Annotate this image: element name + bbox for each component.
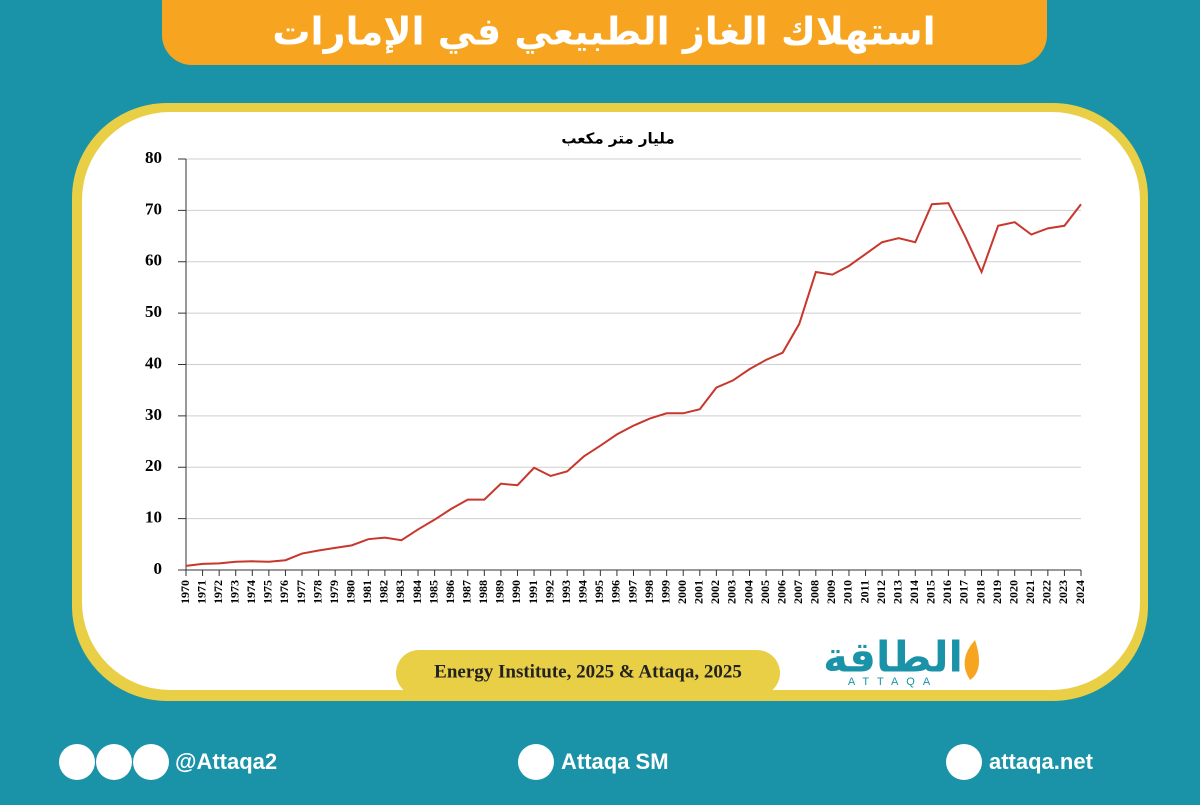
y-tick-label: 80 bbox=[145, 148, 162, 167]
instagram-icon bbox=[96, 744, 132, 780]
x-tick-label: 2004 bbox=[741, 580, 755, 604]
youtube-icon bbox=[518, 744, 554, 780]
x-tick-label: 2011 bbox=[857, 580, 871, 603]
x-tick-label: 2008 bbox=[808, 580, 822, 604]
x-tick-label: 1971 bbox=[194, 580, 208, 604]
x-tick-label: 2015 bbox=[924, 580, 938, 604]
website: attaqa.net bbox=[989, 749, 1094, 774]
facebook-icon bbox=[133, 744, 169, 780]
x-tick-label: 2018 bbox=[973, 580, 987, 604]
x-tick-label: 1977 bbox=[294, 580, 308, 604]
x-tick-label: 1970 bbox=[178, 580, 192, 604]
x-tick-label: 1996 bbox=[609, 580, 623, 604]
y-tick-label: 60 bbox=[145, 251, 162, 270]
logo-drop bbox=[964, 640, 979, 680]
x-tick-label: 1982 bbox=[377, 580, 391, 604]
y-tick-label: 40 bbox=[145, 353, 162, 372]
source: Energy Institute, 2025 & Attaqa, 2025 bbox=[434, 661, 742, 682]
x-tick-label: 1976 bbox=[277, 580, 291, 604]
x-tick-label: 1983 bbox=[393, 580, 407, 604]
y-axis-label: مليار متر مكعب bbox=[561, 130, 674, 148]
x-tick-label: 2009 bbox=[824, 580, 838, 604]
x-tick-label: 2022 bbox=[1040, 580, 1054, 604]
y-tick-label: 0 bbox=[154, 559, 163, 578]
x-tick-label: 1978 bbox=[310, 580, 324, 604]
x-tick-label: 1993 bbox=[559, 580, 573, 604]
x-tick-label: 2019 bbox=[990, 580, 1004, 604]
x-tick-label: 1981 bbox=[360, 580, 374, 604]
x-tick-label: 1998 bbox=[642, 580, 656, 604]
x-tick-label: 2001 bbox=[692, 580, 706, 604]
x-tick-label: 2020 bbox=[1006, 580, 1020, 604]
y-tick-label: 20 bbox=[145, 456, 162, 475]
x-tick-label: 2023 bbox=[1056, 580, 1070, 604]
x-tick-label: 1985 bbox=[426, 580, 440, 604]
x-tick-label: 2013 bbox=[890, 580, 904, 604]
logo-latin: ATTAQA bbox=[848, 676, 938, 688]
web-icon bbox=[946, 744, 982, 780]
x-tick-label: 2000 bbox=[675, 580, 689, 604]
x-tick-label: 2006 bbox=[774, 580, 788, 604]
x-tick-label: 1986 bbox=[443, 580, 457, 604]
twitter-icon bbox=[59, 744, 95, 780]
x-tick-label: 1995 bbox=[592, 580, 606, 604]
x-tick-label: 2024 bbox=[1073, 580, 1087, 604]
social-handle: @Attaqa2 bbox=[175, 749, 277, 774]
x-tick-label: 2012 bbox=[874, 580, 888, 604]
logo-name: الطاقة bbox=[823, 633, 963, 682]
x-tick-label: 1975 bbox=[261, 580, 275, 604]
x-tick-label: 2007 bbox=[791, 580, 805, 604]
x-tick-label: 2014 bbox=[907, 580, 921, 604]
line-series bbox=[185, 202, 1082, 567]
y-tick-label: 10 bbox=[145, 508, 162, 527]
y-tick-label: 30 bbox=[145, 405, 162, 424]
x-tick-label: 1972 bbox=[211, 580, 225, 604]
x-tick-label: 1980 bbox=[343, 580, 357, 604]
youtube-handle: Attaqa SM bbox=[561, 749, 669, 774]
header-bar bbox=[162, 0, 1047, 65]
x-tick-label: 1991 bbox=[526, 580, 540, 604]
x-tick-label: 1992 bbox=[542, 580, 556, 604]
y-tick-label: 70 bbox=[145, 199, 162, 218]
x-tick-label: 1973 bbox=[227, 580, 241, 604]
x-tick-label: 2021 bbox=[1023, 580, 1037, 604]
x-tick-label: 1990 bbox=[509, 580, 523, 604]
x-tick-label: 1979 bbox=[327, 580, 341, 604]
x-tick-label: 1974 bbox=[244, 580, 258, 604]
y-tick-label: 50 bbox=[145, 302, 162, 321]
x-tick-label: 1987 bbox=[460, 580, 474, 604]
source-pill bbox=[396, 650, 780, 696]
x-tick-label: 1988 bbox=[476, 580, 490, 604]
x-tick-label: 2016 bbox=[940, 580, 954, 604]
x-tick-label: 1989 bbox=[493, 580, 507, 604]
title: استهلاك الغاز الطبيعي في الإمارات bbox=[272, 10, 935, 54]
x-tick-label: 1984 bbox=[410, 580, 424, 604]
x-tick-label: 2010 bbox=[841, 580, 855, 604]
x-tick-label: 2005 bbox=[758, 580, 772, 604]
x-tick-label: 1997 bbox=[625, 580, 639, 604]
x-tick-label: 2003 bbox=[725, 580, 739, 604]
x-tick-label: 1994 bbox=[576, 580, 590, 604]
x-tick-label: 1999 bbox=[658, 580, 672, 604]
x-tick-label: 2017 bbox=[957, 580, 971, 604]
x-tick-label: 2002 bbox=[708, 580, 722, 604]
